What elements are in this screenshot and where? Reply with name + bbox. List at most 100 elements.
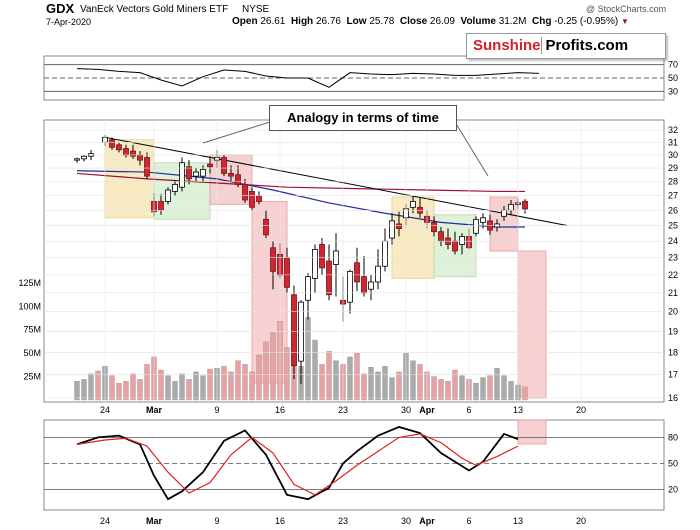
candle-body [508,203,514,211]
candle-body [501,209,507,217]
logo-part1: Sunshine [473,37,541,54]
price-tick-label: 22 [668,270,678,280]
volume-bar [172,381,178,401]
price-tick-label: 27 [668,191,678,201]
volume-bar [382,366,388,401]
candle-body [459,236,465,245]
date-tick-label: 16 [275,405,285,415]
candle-body [291,294,297,366]
volume-bar [501,375,507,401]
candle-body [284,257,290,288]
candle-body [438,231,444,242]
price-tick-label: 26 [668,205,678,215]
open-value: 26.61 [260,16,286,27]
volume-bar [438,379,444,401]
candle-body [193,171,199,177]
date-tick-label: 13 [513,516,523,526]
candle-body [354,262,360,283]
volume-bar [207,368,213,401]
volume-tick-label: 100M [18,301,41,311]
volume-bar [333,360,339,401]
header-ohlc: Open 26.61 High 26.76 Low 25.78 Close 26… [232,16,629,27]
date-tick-label: 30 [401,405,411,415]
date-tick-label: 23 [338,405,348,415]
date-tick-label: Apr [419,516,435,526]
volume-bar [347,356,353,401]
low-value: 25.78 [369,16,395,27]
volume-bar [319,364,325,401]
volume-tick-label: 125M [18,278,41,288]
candle-body [522,200,528,210]
candle-body [130,150,136,157]
close-value: 26.09 [429,16,455,27]
candle-body [410,201,416,208]
candle-body [431,221,437,233]
logo-part2: Profits.com [540,37,629,54]
volume-bar [494,367,500,401]
price-tick-label: 25 [668,220,678,230]
candle-body [109,139,115,148]
volume-bar [256,354,262,401]
volume-bar [389,377,395,401]
candle-body [249,191,255,208]
volume-bar [368,367,374,401]
price-tick-label: 31 [668,137,678,147]
candle-body [389,220,395,239]
price-tick-label: 18 [668,347,678,357]
annotation-pointer-left [202,121,271,144]
price-tick-label: 17 [668,370,678,380]
date-tick-label: 13 [513,405,523,415]
date-tick-label: Apr [419,405,435,415]
stochastic-panel-frame [43,419,665,511]
analogy-box-red [517,250,547,399]
date-tick-label: 6 [466,405,471,415]
volume-tick-label: 25M [23,372,41,382]
date-tick-label: 24 [100,405,110,415]
volume-bar [431,376,437,401]
volume-bar [396,371,402,401]
date-tick-label: 30 [401,516,411,526]
candle-body [74,158,80,161]
volume-bar [123,381,129,401]
rsi-line [76,68,540,88]
chg-value: -0.25 (-0.95%) [554,16,619,27]
candle-body [480,217,486,223]
header-symbol: GDX [46,1,75,16]
candle-body [137,154,143,161]
volume-bar [228,371,234,401]
annotation-box: Analogy in terms of time [269,105,457,131]
volume-bar [361,373,367,401]
high-label: High [290,16,314,27]
volume-bar [95,370,101,401]
volume-bar [144,364,150,401]
header-name: VanEck Vectors Gold Miners ETF [80,4,229,15]
price-tick-label: 21 [668,288,678,298]
volume-bar [235,360,241,401]
volume-bar [158,369,164,401]
volume-bar [221,366,227,401]
ma200-line [76,172,525,193]
price-tick-label: 29 [668,163,678,173]
volume-bar [480,377,486,401]
date-tick-label: Mar [146,516,163,526]
price-tick-label: 28 [668,177,678,187]
volume-bar [326,351,332,401]
stoch-tick-label: 80 [668,432,678,442]
candle-body [375,265,381,283]
header-date: 7-Apr-2020 [46,17,92,27]
rsi-tick-label: 50 [668,73,678,83]
date-tick-label: 23 [338,516,348,526]
date-tick-label: 16 [275,516,285,526]
open-label: Open [232,16,258,27]
date-tick-label: 24 [100,516,110,526]
stoch-fast-line [76,426,519,501]
candle-body [326,260,332,296]
date-tick-label: 9 [214,516,219,526]
chg-label: Chg [532,16,552,27]
volume-label: Volume [460,16,496,27]
volume-bar [249,371,255,401]
candle-body [452,240,458,252]
candle-body [207,163,213,168]
volume-bar [74,381,80,401]
